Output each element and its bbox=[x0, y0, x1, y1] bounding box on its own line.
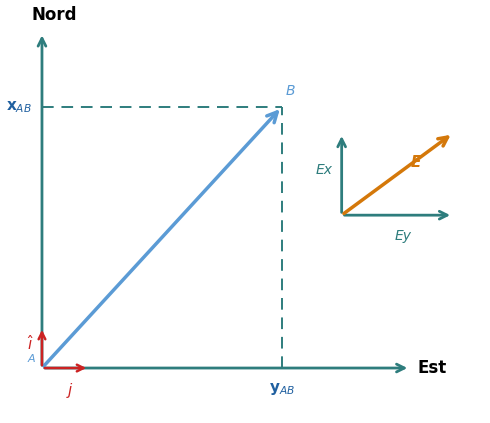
Text: Est: Est bbox=[417, 359, 446, 377]
Text: $\hat{\imath}$: $\hat{\imath}$ bbox=[26, 334, 33, 353]
Text: E: E bbox=[411, 155, 421, 170]
Text: $\mathbf{y}_{AB}$: $\mathbf{y}_{AB}$ bbox=[269, 382, 295, 398]
Text: Ex: Ex bbox=[316, 163, 333, 177]
Text: Nord: Nord bbox=[32, 5, 77, 24]
Text: A: A bbox=[27, 354, 35, 364]
Text: B: B bbox=[286, 84, 295, 98]
Text: $\mathbf{x}_{AB}$: $\mathbf{x}_{AB}$ bbox=[6, 99, 32, 115]
Text: $j$: $j$ bbox=[66, 382, 74, 401]
Text: Ey: Ey bbox=[394, 228, 412, 243]
